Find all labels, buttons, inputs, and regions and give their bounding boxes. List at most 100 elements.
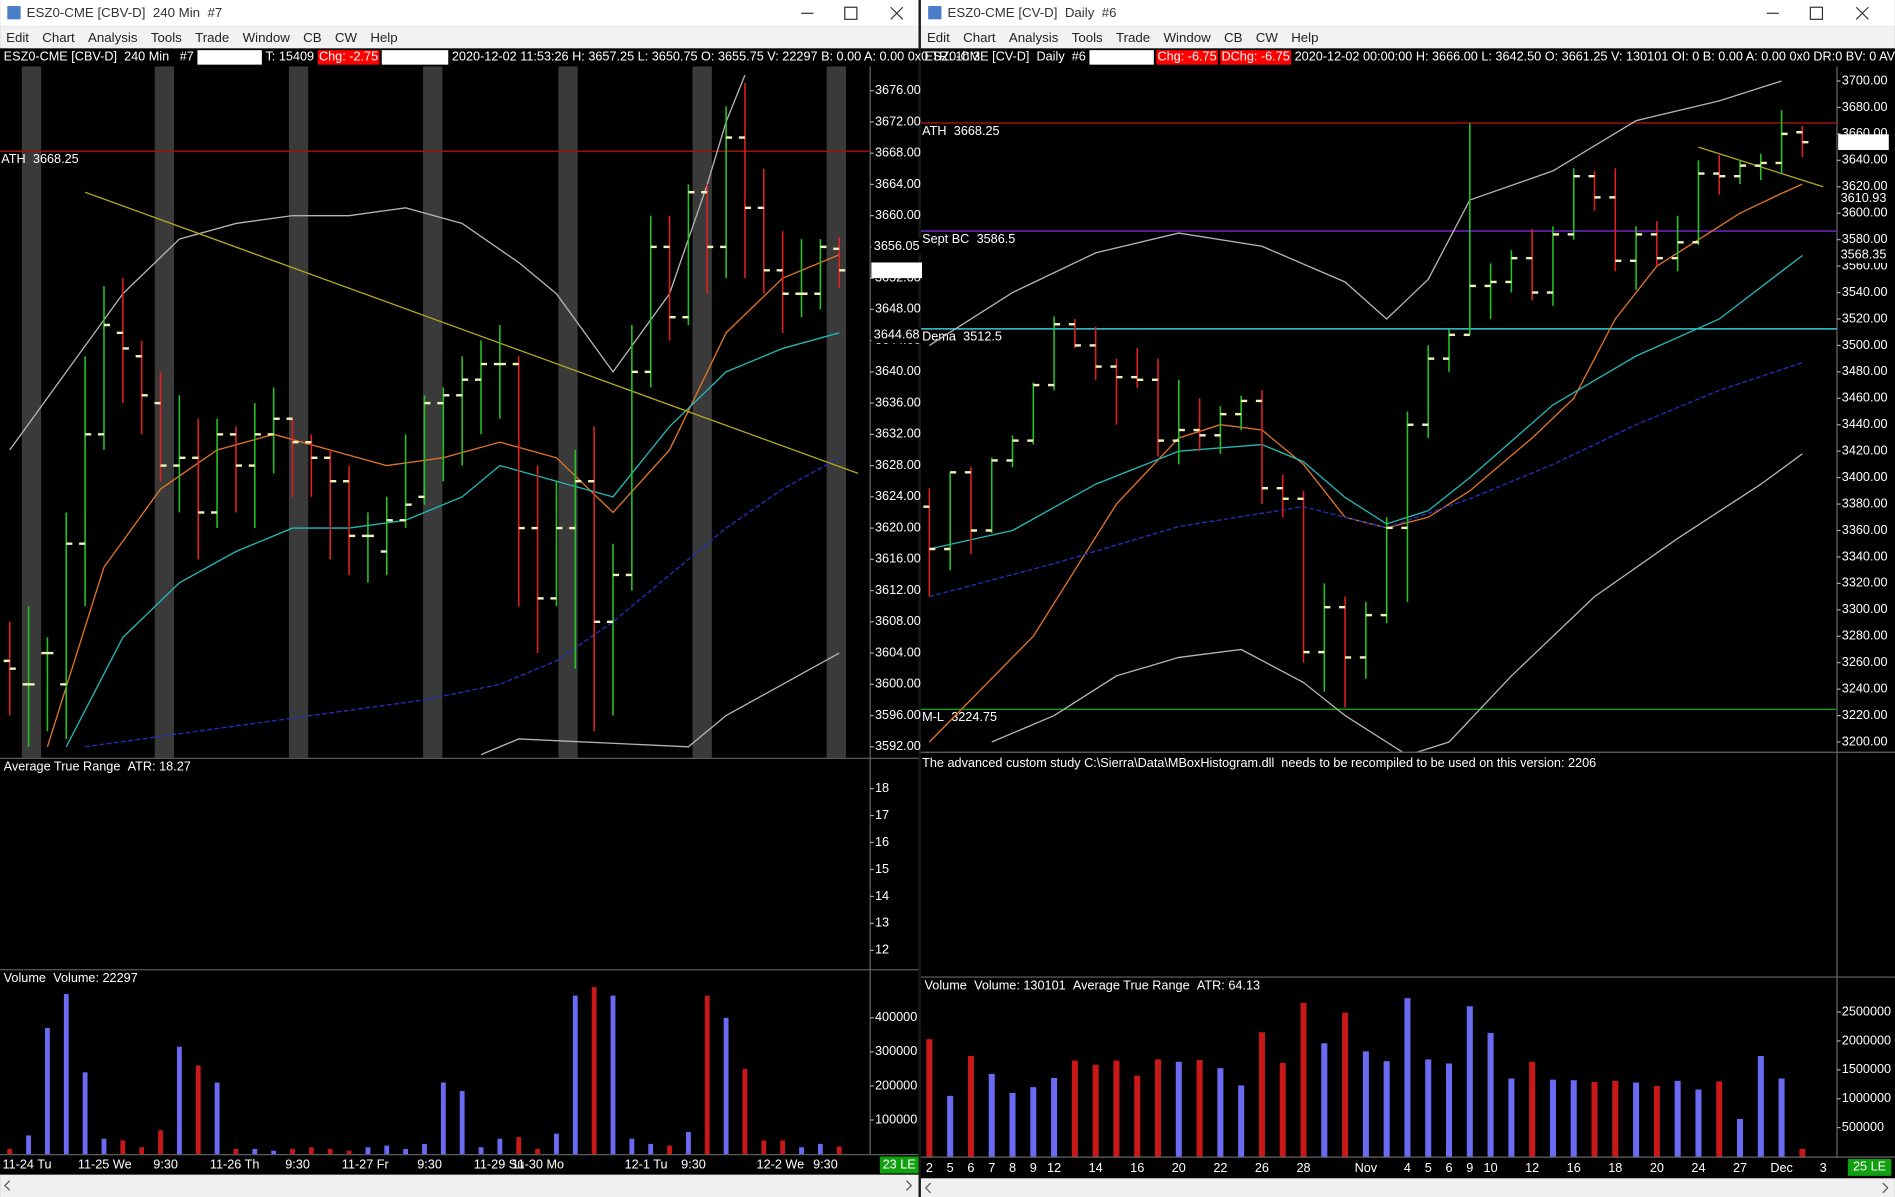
menu-item[interactable]: Chart bbox=[963, 30, 996, 45]
volume-bar bbox=[742, 1068, 748, 1155]
pane-title: Volume: 22297 bbox=[53, 971, 138, 985]
x-tick-label: 9 bbox=[1030, 1161, 1037, 1175]
menu-item[interactable]: Trade bbox=[195, 30, 229, 45]
axis-marker-bg bbox=[1838, 134, 1889, 151]
volume-bar bbox=[290, 1148, 295, 1155]
x-tick-label: 20 bbox=[1172, 1161, 1186, 1175]
close-button[interactable] bbox=[1855, 6, 1869, 20]
volume-bar bbox=[1009, 1092, 1016, 1157]
volume-bar bbox=[1113, 1060, 1120, 1157]
volume-bar bbox=[704, 995, 710, 1155]
volume-bar bbox=[1300, 1002, 1307, 1157]
scroll-left[interactable] bbox=[4, 1180, 11, 1191]
header-field: 2020-12-02 00:00:00 H: 3666.00 L: 3642.5… bbox=[1295, 50, 1895, 64]
y-tick-label: 3640.00 bbox=[875, 364, 921, 378]
menu-item[interactable]: Analysis bbox=[1009, 30, 1059, 45]
x-tick-label: Dec bbox=[1770, 1161, 1793, 1175]
menu-item[interactable]: Window bbox=[243, 30, 291, 45]
volume-bar bbox=[1591, 1081, 1598, 1157]
y-tick-label: 3540.00 bbox=[1842, 285, 1888, 299]
volume-bar bbox=[1134, 1075, 1141, 1157]
y-tick-label: 3200.00 bbox=[1842, 734, 1888, 748]
menu-item[interactable]: CW bbox=[335, 30, 358, 45]
scroll-left[interactable] bbox=[924, 1182, 932, 1194]
volume-bar bbox=[1342, 1012, 1349, 1157]
window-title: ESZ0-CME [CBV-D] 240 Min #7 bbox=[27, 5, 223, 20]
volume-bar bbox=[1051, 1077, 1058, 1157]
menu-item[interactable]: CB bbox=[303, 30, 322, 45]
x-tick-label: 20 bbox=[1650, 1161, 1664, 1175]
volume-bar bbox=[1529, 1061, 1536, 1157]
scroll-right[interactable] bbox=[1882, 1182, 1889, 1194]
axis-marker-label: 3644.68 bbox=[874, 328, 920, 342]
volume-bar bbox=[629, 1138, 635, 1155]
menu-item[interactable]: CB bbox=[1224, 30, 1243, 45]
menu-item[interactable]: Help bbox=[370, 30, 397, 45]
y-tick-label: 3420.00 bbox=[1842, 444, 1888, 458]
y-tick-label: 2500000 bbox=[1842, 1004, 1891, 1018]
scrollbar[interactable] bbox=[0, 1174, 919, 1197]
menu-item[interactable]: Edit bbox=[927, 30, 950, 45]
scroll-right[interactable] bbox=[905, 1180, 913, 1191]
header-field: DChg: -6.75 bbox=[1221, 50, 1289, 64]
y-tick-label: 100000 bbox=[875, 1112, 917, 1126]
y-tick-label: 3400.00 bbox=[1842, 470, 1888, 484]
maximize-button[interactable] bbox=[1809, 6, 1824, 20]
level-value: 3668.25 bbox=[954, 124, 1000, 138]
volume-bar bbox=[1279, 1062, 1286, 1157]
menu-item[interactable]: Trade bbox=[1116, 30, 1150, 45]
menu-item[interactable]: Tools bbox=[1072, 30, 1103, 45]
volume-bar bbox=[1612, 1080, 1619, 1157]
menu-item[interactable]: Help bbox=[1291, 30, 1318, 45]
y-tick-label: 3480.00 bbox=[1842, 364, 1888, 378]
x-tick-label: 9:30 bbox=[813, 1157, 838, 1171]
x-tick-label: 12-2 We bbox=[757, 1157, 805, 1171]
y-tick-label: 3340.00 bbox=[1842, 549, 1888, 563]
y-tick-label: 200000 bbox=[875, 1078, 917, 1092]
volume-bar bbox=[1549, 1079, 1556, 1157]
menu-item[interactable]: Window bbox=[1163, 30, 1211, 45]
study-line bbox=[991, 453, 1803, 752]
volume-bar bbox=[478, 1147, 484, 1155]
y-tick-label: 3500.00 bbox=[1842, 338, 1888, 352]
volume-bar bbox=[403, 1148, 409, 1155]
header-field-bg bbox=[1156, 50, 1218, 65]
volume-bar bbox=[1695, 1089, 1702, 1157]
axis-marker-label: 3656.05 bbox=[874, 239, 920, 253]
menu-item[interactable]: CW bbox=[1256, 30, 1279, 45]
y-tick-label: 3700.00 bbox=[1842, 73, 1888, 87]
close-button[interactable] bbox=[890, 6, 904, 20]
x-tick-label: 18 bbox=[1608, 1161, 1622, 1175]
scrollbar[interactable] bbox=[920, 1178, 1895, 1197]
study-line bbox=[84, 191, 859, 475]
menu-item[interactable]: Analysis bbox=[88, 30, 138, 45]
maximize-button[interactable] bbox=[844, 6, 858, 20]
volume-bar bbox=[817, 1143, 823, 1155]
y-tick-label: 12 bbox=[875, 943, 889, 957]
volume-bar bbox=[1092, 1064, 1099, 1157]
x-tick-label: 3 bbox=[1820, 1161, 1827, 1175]
header-field-bg bbox=[1089, 50, 1154, 65]
y-tick-label: 3520.00 bbox=[1842, 311, 1888, 325]
x-tick-label: 11-25 We bbox=[78, 1157, 132, 1171]
volume-bar bbox=[1466, 1006, 1473, 1157]
volume-bar bbox=[685, 1131, 691, 1155]
y-tick-label: 3280.00 bbox=[1842, 629, 1888, 643]
volume-bar bbox=[780, 1140, 786, 1155]
menu-item[interactable]: Chart bbox=[42, 30, 75, 45]
volume-bar bbox=[836, 1146, 842, 1155]
menu-item[interactable]: Tools bbox=[151, 30, 182, 45]
volume-bar bbox=[535, 1148, 541, 1155]
y-tick-label: 3660.00 bbox=[875, 208, 921, 222]
y-tick-label: 13 bbox=[875, 916, 889, 930]
y-tick-label: 15 bbox=[875, 862, 889, 876]
y-tick-label: 400000 bbox=[875, 1010, 917, 1024]
level-name: Sept BC bbox=[922, 232, 969, 246]
volume-bar bbox=[327, 1148, 333, 1155]
volume-bar bbox=[1570, 1080, 1577, 1157]
volume-bar bbox=[271, 1150, 277, 1155]
volume-bar bbox=[497, 1138, 503, 1155]
menu-item[interactable]: Edit bbox=[6, 30, 29, 45]
header-field-bg bbox=[1220, 50, 1292, 65]
